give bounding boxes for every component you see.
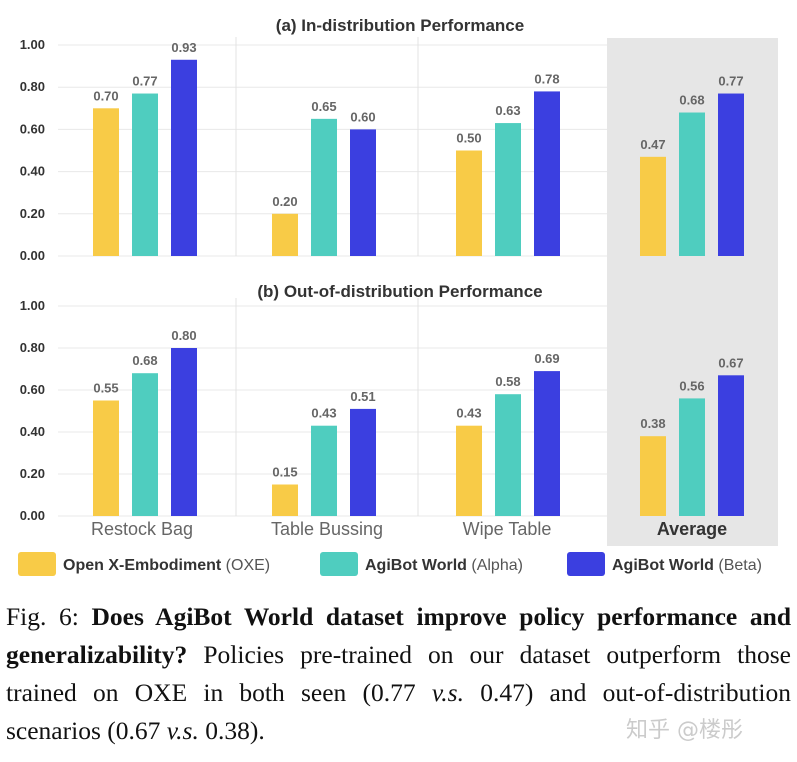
data-label: 0.68 <box>132 353 157 368</box>
legend-label-suffix: (Alpha) <box>471 557 523 574</box>
data-label: 0.80 <box>171 328 196 343</box>
y-tick-label: 0.60 <box>20 382 45 397</box>
bar <box>350 408 376 516</box>
bar <box>534 91 560 256</box>
caption-text-2: 0.47) and out-of-distribution scenarios … <box>6 678 791 745</box>
bar <box>718 93 744 256</box>
bar <box>132 93 158 256</box>
bar <box>311 425 337 516</box>
legend-label-name: AgiBot World <box>612 557 718 574</box>
legend-label-name: Open X-Embodiment <box>63 557 226 574</box>
legend-swatch <box>18 552 56 576</box>
panel-title: (a) In-distribution Performance <box>276 16 524 35</box>
data-label: 0.50 <box>456 131 481 146</box>
legend-swatch <box>320 552 358 576</box>
data-label: 0.20 <box>272 194 297 209</box>
bar <box>679 398 705 516</box>
data-label: 0.47 <box>640 137 665 152</box>
data-label: 0.56 <box>679 378 704 393</box>
data-label: 0.68 <box>679 93 704 108</box>
bar <box>272 484 298 516</box>
bar <box>456 425 482 516</box>
y-tick-label: 0.20 <box>20 206 45 221</box>
bar <box>534 371 560 516</box>
data-label: 0.15 <box>272 465 297 480</box>
data-label: 0.43 <box>311 406 336 421</box>
bar <box>93 108 119 256</box>
y-tick-label: 0.40 <box>20 164 45 179</box>
bar <box>171 348 197 516</box>
bar <box>495 394 521 516</box>
data-label: 0.77 <box>718 74 743 89</box>
bar <box>456 150 482 256</box>
data-label: 0.55 <box>93 381 118 396</box>
y-tick-label: 1.00 <box>20 298 45 313</box>
caption-vs-1: v.s. <box>431 678 464 707</box>
chart: 1.00 0.80 0.60 0.40 0.20 0.00 (a) In-distribut… <box>18 16 778 576</box>
y-tick-label: 0.40 <box>20 424 45 439</box>
bar <box>640 156 666 256</box>
caption-prefix: Fig. 6: <box>6 602 92 631</box>
x-tick-label: Average <box>657 519 727 539</box>
bar <box>718 375 744 516</box>
data-label: 0.78 <box>534 71 559 86</box>
legend-label-suffix: (OXE) <box>226 557 270 574</box>
data-label: 0.69 <box>534 351 559 366</box>
legend-label: AgiBot World (Beta) <box>612 557 762 574</box>
data-label: 0.65 <box>311 99 336 114</box>
legend-swatch <box>567 552 605 576</box>
legend-label: Open X-Embodiment (OXE) <box>63 557 270 574</box>
y-tick-label: 0.80 <box>20 340 45 355</box>
data-label: 0.38 <box>640 416 665 431</box>
legend-label-name: AgiBot World <box>365 557 471 574</box>
data-label: 0.67 <box>718 355 743 370</box>
panel-title: (b) Out-of-distribution Performance <box>257 282 542 301</box>
legend-label: AgiBot World (Alpha) <box>365 557 523 574</box>
data-label: 0.43 <box>456 406 481 421</box>
data-label: 0.93 <box>171 40 196 55</box>
x-tick-label: Table Bussing <box>271 519 383 539</box>
bar <box>679 112 705 257</box>
data-label: 0.63 <box>495 103 520 118</box>
data-label: 0.77 <box>132 74 157 89</box>
y-tick-label: 0.20 <box>20 466 45 481</box>
bar <box>350 129 376 256</box>
y-tick-label: 0.60 <box>20 121 45 136</box>
caption-text-1: Policies pre-trained on our dataset outp… <box>6 640 791 707</box>
legend-label-suffix: (Beta) <box>718 557 762 574</box>
caption-text-3: 0.38). <box>198 716 265 745</box>
data-label: 0.70 <box>93 88 118 103</box>
y-tick-label: 1.00 <box>20 37 45 52</box>
caption-bold: Does AgiBot World dataset improve policy… <box>6 602 792 669</box>
data-label: 0.51 <box>350 389 375 404</box>
x-tick-label: Restock Bag <box>91 519 193 539</box>
bar <box>311 118 337 256</box>
x-tick-label: Wipe Table <box>463 519 552 539</box>
caption-vs-2: v.s. <box>166 716 199 745</box>
bar <box>171 59 197 256</box>
bar <box>640 436 666 516</box>
data-label: 0.60 <box>350 109 375 124</box>
y-tick-label: 0.80 <box>20 79 45 94</box>
watermark: 知乎 @楼彤 <box>626 718 743 743</box>
figure-caption: Fig. 6: Does AgiBot World dataset improv… <box>6 598 791 750</box>
data-label: 0.58 <box>495 374 520 389</box>
y-tick-label: 0.00 <box>20 248 45 263</box>
y-tick-label: 0.00 <box>20 508 45 523</box>
bar <box>495 123 521 256</box>
bar <box>132 373 158 516</box>
bar <box>93 400 119 516</box>
bar <box>272 213 298 256</box>
